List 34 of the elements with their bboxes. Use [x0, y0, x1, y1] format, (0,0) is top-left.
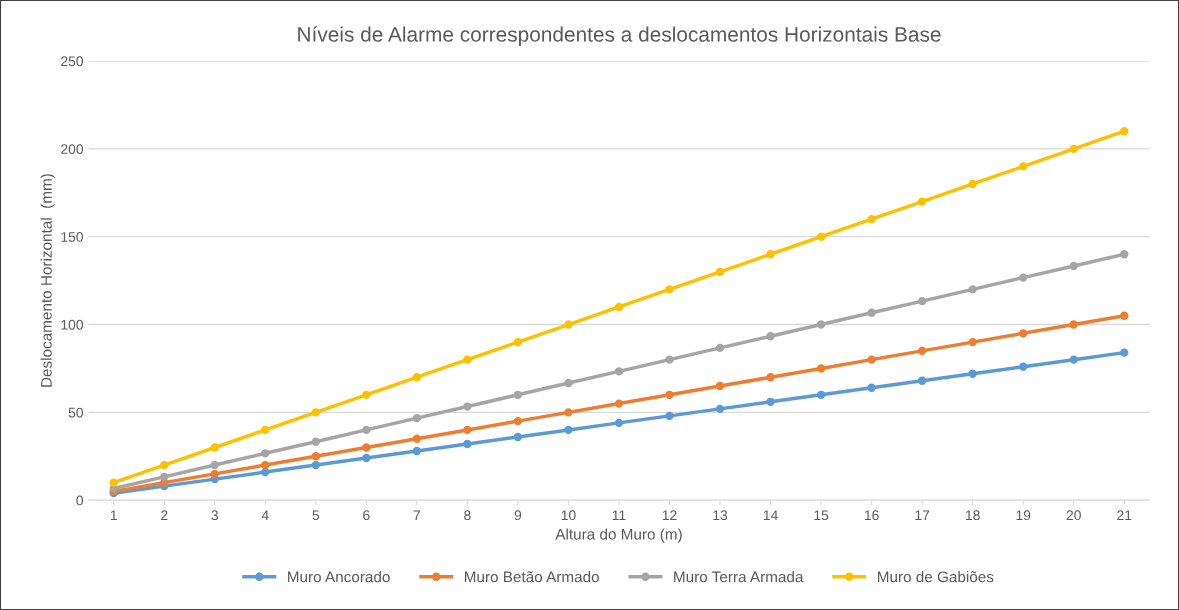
x-tick-label: 9 — [514, 510, 522, 521]
x-tick-label: 13 — [713, 510, 728, 521]
x-tick-label: 2 — [161, 510, 168, 520]
x-tick-label: 16 — [864, 510, 879, 521]
legend-label: Muro de Gabiões — [878, 571, 994, 583]
x-tick-label: 19 — [1016, 510, 1031, 521]
x-tick-label: 8 — [464, 510, 471, 521]
x-tick-label: 4 — [261, 510, 269, 520]
x-tick-label: 5 — [312, 510, 320, 521]
x-tick-label: 15 — [814, 510, 829, 521]
x-tick-label: 21 — [1117, 510, 1132, 520]
chart-title: Níveis de Alarme correspondentes a deslocamentos Horizontais Base — [298, 26, 941, 46]
y-tick-label: 250 — [61, 56, 84, 67]
x-tick-label: 6 — [363, 510, 370, 521]
x-tick-label: 1 — [110, 510, 117, 520]
y-tick-label: 150 — [61, 232, 84, 242]
x-tick-label: 20 — [1066, 510, 1081, 521]
legend-label: Muro Terra Armada — [674, 571, 804, 583]
y-tick-label: 0 — [76, 495, 84, 506]
x-tick-label: 14 — [763, 510, 778, 520]
x-tick-label: 17 — [915, 510, 930, 520]
x-tick-label: 3 — [211, 510, 218, 521]
x-tick-label: 7 — [413, 510, 421, 520]
legend-label: Muro Ancorado — [288, 571, 390, 583]
x-tick-label: 18 — [966, 510, 980, 521]
legend-label: Muro Betão Armado — [464, 571, 599, 583]
y-tick-label: 200 — [61, 144, 84, 155]
x-tick-label: 10 — [561, 510, 576, 521]
x-tick-label: 11 — [612, 510, 626, 520]
x-tick-label: 12 — [662, 510, 677, 520]
y-axis-title: Deslocamento Horizontal (mm) — [40, 174, 55, 387]
y-tick-label: 50 — [68, 407, 84, 418]
y-tick-label: 100 — [61, 319, 84, 330]
x-axis-title: Altura do Muro (m) — [555, 528, 682, 543]
